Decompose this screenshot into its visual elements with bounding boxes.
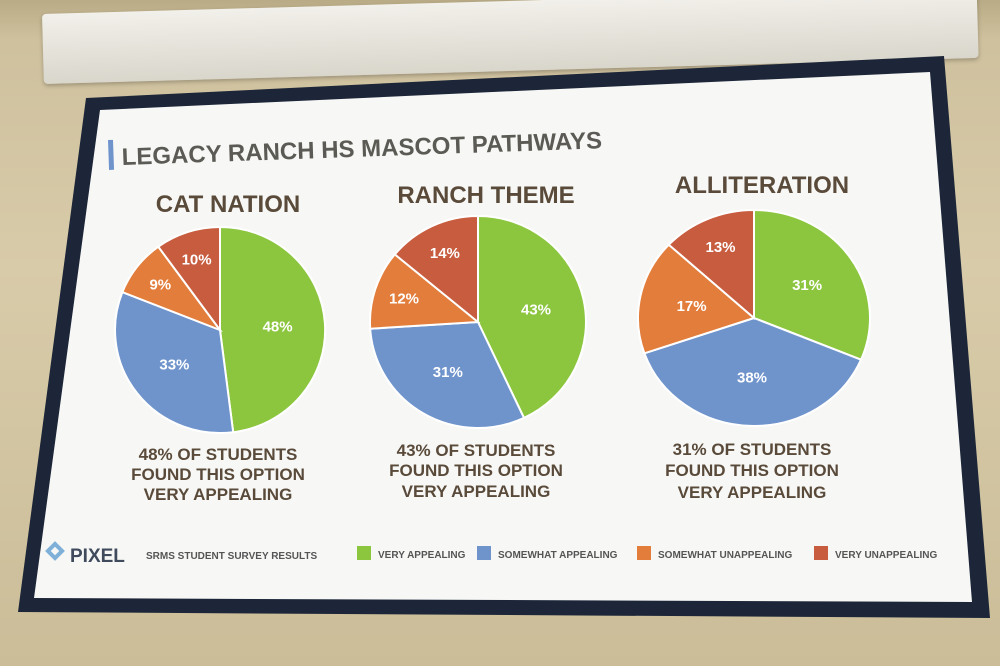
- pie-chart-1: CAT NATION 48% 33% 9% 10% 48% OF STUDENTSFOUN…: [114, 191, 327, 504]
- pie-caption: VERY APPEALING: [402, 482, 551, 501]
- pie-caption: 43% OF STUDENTS: [397, 441, 556, 460]
- legend-label: VERY UNAPPEALING: [835, 550, 937, 561]
- pie-caption: VERY APPEALING: [678, 483, 827, 502]
- legend-item: VERY UNAPPEALING: [814, 546, 937, 561]
- slice-label: 31%: [433, 364, 463, 381]
- slice-label: 48%: [263, 318, 293, 335]
- slice-label: 9%: [149, 277, 171, 294]
- legend-item: VERY APPEALING: [357, 546, 466, 561]
- slice-label: 12%: [389, 290, 419, 307]
- pie-title: CAT NATION: [156, 191, 300, 218]
- pie-slice: [156, 225, 221, 334]
- pie-slice: [369, 320, 526, 429]
- pie-slice: [643, 316, 863, 427]
- slice-label: 14%: [430, 245, 460, 262]
- slice-label: 17%: [677, 298, 707, 315]
- pie-slice: [368, 253, 481, 330]
- legend-label: SOMEWHAT UNAPPEALING: [658, 550, 792, 561]
- legend-label: SOMEWHAT APPEALING: [498, 550, 618, 561]
- legend-swatch: [814, 546, 828, 560]
- slice-label: 38%: [737, 369, 767, 386]
- pie-caption: VERY APPEALING: [144, 485, 293, 504]
- slice-label: 13%: [705, 239, 735, 256]
- slice-label: 10%: [182, 252, 212, 269]
- legend-swatch: [477, 546, 491, 560]
- pie-slice: [114, 290, 235, 434]
- legend-item: SOMEWHAT APPEALING: [477, 546, 618, 561]
- pixel-logo: PIXEL: [45, 541, 125, 567]
- pie-slice: [667, 208, 755, 321]
- pie-title: RANCH THEME: [397, 182, 574, 209]
- pixel-logo-text: PIXEL: [70, 546, 125, 567]
- legend-item: SOMEWHAT UNAPPEALING: [637, 546, 792, 561]
- pie-slice: [637, 243, 757, 355]
- pie-caption: FOUND THIS OPTION: [665, 461, 839, 480]
- legend-label: VERY APPEALING: [378, 550, 466, 561]
- legend: VERY APPEALING SOMEWHAT APPEALING SOMEWHAT…: [357, 546, 937, 561]
- legend-swatch: [357, 546, 371, 560]
- pie-chart-2: RANCH THEME 43% 31% 12% 14% 43% OF STUDENTSFO…: [368, 182, 587, 501]
- pie-title: ALLITERATION: [675, 172, 849, 199]
- pie-slice: [477, 214, 587, 420]
- survey-source: SRMS STUDENT SURVEY RESULTS: [146, 551, 317, 562]
- slice-label: 31%: [792, 277, 822, 294]
- pie-chart-3: ALLITERATION 31% 38% 17% 13% 31% OF STUDENTS F…: [637, 172, 871, 502]
- pie-slice: [753, 208, 871, 361]
- slice-label: 33%: [159, 357, 189, 374]
- title-accent-bar: [107, 139, 115, 170]
- pie-caption: FOUND THIS OPTION: [389, 461, 563, 480]
- pie-caption: 31% OF STUDENTS: [673, 440, 832, 459]
- pie-caption: 48% OF STUDENTS: [139, 445, 298, 464]
- slice-label: 43%: [521, 301, 551, 318]
- pie-slice: [393, 214, 479, 325]
- legend-swatch: [637, 546, 651, 560]
- pie-caption: FOUND THIS OPTION: [131, 465, 305, 484]
- pie-slice: [219, 225, 327, 434]
